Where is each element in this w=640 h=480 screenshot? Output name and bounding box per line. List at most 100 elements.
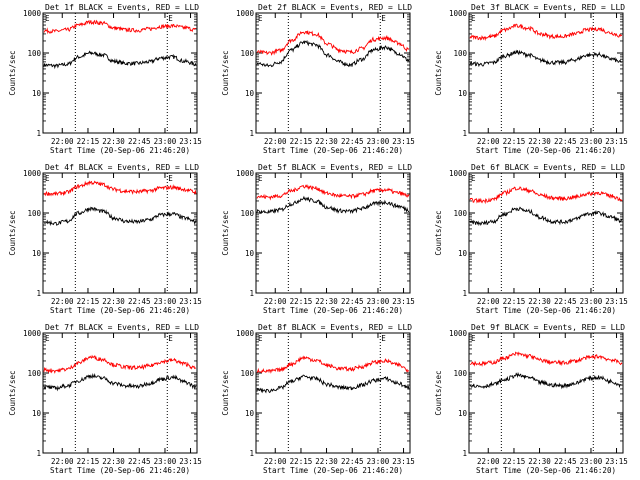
- y-tick-label: 100: [453, 209, 467, 218]
- y-tick-label: 1: [36, 289, 41, 298]
- x-tick-label: 22:15: [503, 457, 526, 466]
- x-tick-label: 23:00: [580, 137, 603, 146]
- x-tick-label: 23:00: [154, 137, 177, 146]
- plot-frame: [468, 172, 624, 294]
- y-axis-title: Counts/sec: [221, 370, 230, 415]
- x-tick-label: 22:00: [51, 137, 74, 146]
- y-tick-label: 1000: [449, 329, 468, 338]
- y-tick-label: 1: [249, 449, 254, 458]
- plot-frame: [42, 172, 198, 294]
- y-axis-title: Counts/sec: [8, 50, 17, 95]
- x-axis-title: Start Time (20-Sep-06 21:46:20): [263, 306, 403, 315]
- panel-title: Det 4f BLACK = Events, RED = LLD: [45, 163, 199, 172]
- y-tick-label: 1000: [23, 9, 42, 18]
- y-tick-label: 1000: [236, 9, 255, 18]
- y-tick-label: 100: [240, 209, 254, 218]
- y-tick-label: 10: [32, 89, 42, 98]
- x-tick-label: 23:00: [367, 137, 390, 146]
- x-tick-label: 23:15: [392, 457, 415, 466]
- y-tick-label: 1: [249, 289, 254, 298]
- y-tick-label: 10: [458, 249, 468, 258]
- x-tick-label: 22:30: [528, 297, 551, 306]
- y-tick-label: 100: [453, 49, 467, 58]
- x-axis-title: Start Time (20-Sep-06 21:46:20): [50, 466, 190, 475]
- lld-series-line: [43, 354, 197, 374]
- y-tick-label: 1: [462, 289, 467, 298]
- x-tick-label: 23:15: [392, 297, 415, 306]
- panel-title: Det 3f BLACK = Events, RED = LLD: [471, 3, 625, 12]
- x-tick-label: 22:15: [290, 297, 313, 306]
- events-series-line: [469, 206, 623, 227]
- y-tick-label: 1: [36, 129, 41, 138]
- lld-series-line: [256, 355, 410, 374]
- lld-series-line: [469, 351, 623, 367]
- y-axis-title: Counts/sec: [434, 370, 443, 415]
- x-tick-label: 23:15: [605, 137, 628, 146]
- y-tick-label: 1: [462, 129, 467, 138]
- marker-label: E: [471, 14, 476, 23]
- x-tick-label: 22:00: [264, 297, 287, 306]
- marker-label: E: [168, 174, 173, 183]
- x-tick-label: 22:30: [315, 137, 338, 146]
- x-tick-label: 22:45: [341, 457, 364, 466]
- x-tick-label: 23:15: [605, 297, 628, 306]
- x-tick-label: 22:30: [528, 137, 551, 146]
- panel-title: Det 1f BLACK = Events, RED = LLD: [45, 3, 199, 12]
- x-tick-label: 23:15: [605, 457, 628, 466]
- plot-frame: [255, 332, 411, 454]
- x-tick-label: 23:15: [179, 457, 202, 466]
- x-tick-label: 22:45: [341, 137, 364, 146]
- x-tick-label: 22:45: [341, 297, 364, 306]
- events-series-line: [469, 49, 623, 68]
- x-tick-label: 22:00: [51, 297, 74, 306]
- x-tick-label: 22:15: [77, 297, 100, 306]
- x-tick-label: 22:00: [264, 457, 287, 466]
- y-tick-label: 100: [453, 369, 467, 378]
- y-tick-label: 100: [27, 49, 41, 58]
- y-tick-label: 100: [240, 369, 254, 378]
- x-tick-label: 22:15: [77, 137, 100, 146]
- panel-title: Det 6f BLACK = Events, RED = LLD: [471, 163, 625, 172]
- panel-title: Det 7f BLACK = Events, RED = LLD: [45, 323, 199, 332]
- y-tick-label: 1000: [236, 169, 255, 178]
- x-tick-label: 23:00: [367, 297, 390, 306]
- x-tick-label: 22:15: [503, 137, 526, 146]
- x-tick-label: 22:15: [77, 457, 100, 466]
- y-tick-label: 1000: [449, 9, 468, 18]
- marker-label: E: [45, 14, 50, 23]
- y-axis-title: Counts/sec: [8, 210, 17, 255]
- x-tick-label: 22:30: [102, 137, 125, 146]
- plot-frame: [255, 12, 411, 134]
- marker-label: E: [471, 174, 476, 183]
- y-tick-label: 10: [458, 89, 468, 98]
- y-tick-label: 10: [245, 89, 255, 98]
- marker-label: E: [45, 174, 50, 183]
- x-tick-label: 22:30: [528, 457, 551, 466]
- x-tick-label: 23:00: [154, 457, 177, 466]
- x-tick-label: 22:00: [477, 137, 500, 146]
- marker-label: E: [381, 334, 386, 343]
- x-axis-title: Start Time (20-Sep-06 21:46:20): [263, 146, 403, 155]
- x-tick-label: 22:00: [477, 297, 500, 306]
- x-tick-label: 22:45: [128, 297, 151, 306]
- x-tick-label: 22:00: [264, 137, 287, 146]
- events-series-line: [43, 50, 197, 70]
- y-tick-label: 1000: [236, 329, 255, 338]
- marker-label: E: [45, 334, 50, 343]
- x-tick-label: 23:15: [179, 297, 202, 306]
- y-axis-title: Counts/sec: [221, 50, 230, 95]
- y-axis-title: Counts/sec: [8, 370, 17, 415]
- y-tick-label: 1000: [23, 169, 42, 178]
- lld-series-line: [469, 186, 623, 205]
- x-tick-label: 23:15: [392, 137, 415, 146]
- y-axis-title: Counts/sec: [434, 50, 443, 95]
- events-series-line: [469, 371, 623, 390]
- x-tick-label: 22:45: [128, 457, 151, 466]
- x-tick-label: 23:00: [580, 297, 603, 306]
